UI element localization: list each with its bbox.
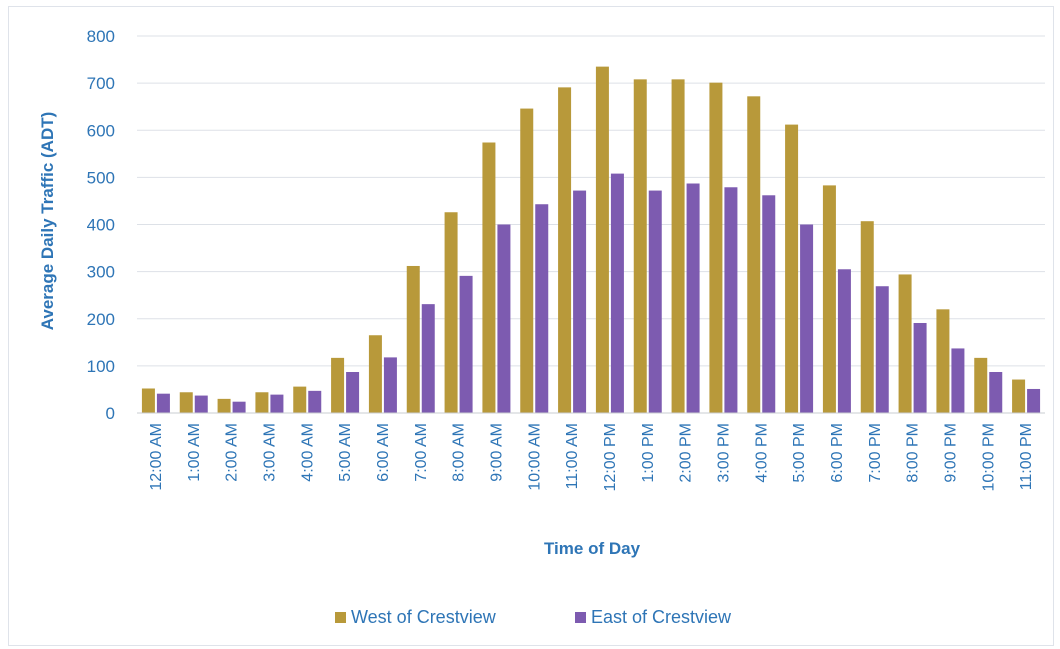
y-tick-label: 100 [87, 357, 115, 376]
x-tick-label: 9:00 AM [488, 423, 505, 482]
bar-west [558, 87, 572, 414]
x-tick-label: 4:00 PM [753, 423, 770, 483]
bar-east [156, 393, 170, 413]
x-tick-label: 7:00 AM [413, 423, 430, 482]
x-tick-label: 2:00 PM [678, 423, 695, 483]
y-tick-label: 200 [87, 310, 115, 329]
bar-east [383, 357, 397, 413]
x-tick-label: 10:00 AM [526, 423, 543, 491]
bar-west [709, 82, 723, 413]
y-tick-label: 600 [87, 121, 115, 140]
bar-east [194, 395, 208, 413]
legend-swatch-east [575, 612, 586, 623]
x-tick-label: 3:00 AM [261, 423, 278, 482]
bar-east [573, 190, 587, 413]
legend-label-west: West of Crestview [351, 607, 497, 627]
bar-east [421, 304, 435, 413]
legend-swatch-west [335, 612, 346, 623]
y-tick-label: 400 [87, 216, 115, 235]
bar-west [595, 66, 609, 413]
y-tick-label: 0 [106, 404, 115, 423]
x-axis-ticks: 12:00 AM 1:00 AM 2:00 AM 3:00 AM 4:00 AM 5:00… [148, 423, 1035, 491]
bar-west [141, 388, 155, 413]
y-tick-label: 500 [87, 168, 115, 187]
bar-east [989, 372, 1003, 413]
bar-east [875, 286, 889, 413]
x-tick-label: 4:00 AM [299, 423, 316, 482]
y-tick-label: 700 [87, 74, 115, 93]
x-tick-label: 12:00 PM [602, 423, 619, 491]
x-tick-label: 5:00 AM [337, 423, 354, 482]
bar-west [898, 274, 912, 413]
gridlines [137, 35, 1045, 367]
bar-east [232, 401, 246, 413]
x-axis-title: Time of Day [544, 539, 641, 558]
bar-east [535, 204, 549, 413]
bar-east [686, 183, 700, 413]
x-tick-label: 2:00 AM [224, 423, 241, 482]
bars [141, 66, 1041, 414]
bar-west [822, 185, 836, 413]
bar-east [610, 173, 624, 413]
bar-east [497, 224, 511, 413]
bar-east [837, 269, 851, 413]
bar-east [951, 348, 965, 413]
bar-east [346, 372, 360, 413]
bar-west [331, 357, 345, 413]
chart-frame: 0 100 200 300 400 500 600 700 800 12:00 AM 1:00 A… [8, 6, 1054, 646]
x-tick-label: 6:00 PM [829, 423, 846, 483]
legend-label-east: East of Crestview [591, 607, 732, 627]
bar-west [368, 335, 382, 413]
bar-west [633, 79, 647, 413]
bar-east [459, 275, 473, 413]
x-tick-label: 1:00 AM [186, 423, 203, 482]
x-tick-label: 7:00 PM [867, 423, 884, 483]
bar-west [1012, 379, 1026, 413]
bar-east [308, 390, 322, 413]
legend: West of Crestview East of Crestview [335, 607, 732, 627]
bar-east [800, 224, 814, 413]
x-tick-label: 8:00 PM [905, 423, 922, 483]
bar-west [860, 221, 874, 413]
x-tick-label: 12:00 AM [148, 423, 165, 491]
y-tick-label: 800 [87, 27, 115, 46]
bar-west [936, 309, 950, 413]
bar-east [648, 190, 662, 413]
bar-east [724, 187, 738, 413]
bar-east [762, 195, 776, 413]
bar-west [217, 398, 231, 413]
x-tick-label: 10:00 PM [980, 423, 997, 491]
bar-west [444, 212, 458, 413]
x-tick-label: 6:00 AM [375, 423, 392, 482]
bar-east [913, 322, 927, 413]
x-tick-label: 11:00 AM [564, 423, 581, 489]
bar-west [520, 108, 534, 413]
x-tick-label: 3:00 PM [715, 423, 732, 483]
y-axis-ticks: 0 100 200 300 400 500 600 700 800 [87, 27, 115, 423]
bar-east [270, 394, 284, 413]
y-axis-title: Average Daily Traffic (ADT) [38, 112, 57, 331]
bar-west [293, 386, 307, 413]
bar-west [974, 357, 988, 413]
bar-west [179, 392, 193, 413]
y-tick-label: 300 [87, 263, 115, 282]
bar-west [785, 124, 799, 413]
bar-west [482, 142, 496, 413]
bar-west [255, 392, 269, 413]
x-tick-label: 9:00 PM [942, 423, 959, 483]
bar-west [747, 96, 761, 413]
bar-west [406, 265, 420, 413]
x-tick-label: 11:00 PM [1018, 423, 1035, 490]
traffic-bar-chart: 0 100 200 300 400 500 600 700 800 12:00 AM 1:00 A… [38, 27, 1045, 627]
x-tick-label: 8:00 AM [451, 423, 468, 482]
x-tick-label: 1:00 PM [640, 423, 657, 483]
bar-east [1027, 388, 1041, 413]
x-tick-label: 5:00 PM [791, 423, 808, 483]
bar-west [671, 79, 685, 413]
